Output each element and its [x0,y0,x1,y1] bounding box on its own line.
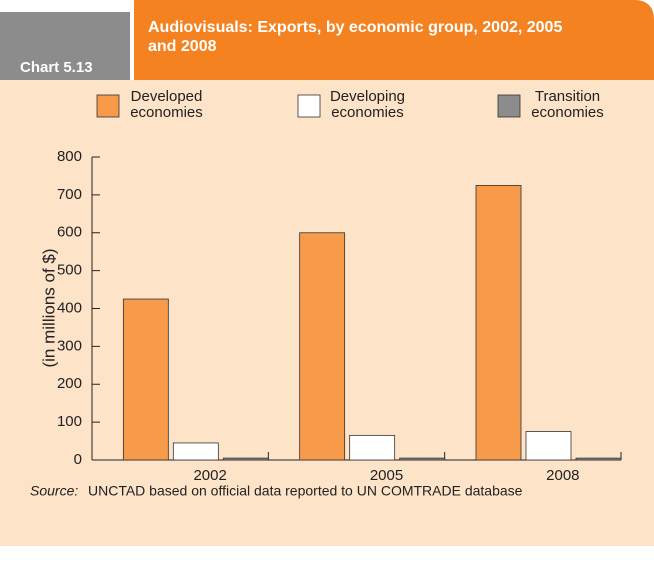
x-tick-label: 2002 [193,467,226,484]
bar [525,431,572,461]
x-tick-label: 2008 [546,467,579,484]
bar [222,457,269,461]
bar [172,442,219,461]
y-tick-label: 100 [57,413,82,430]
y-tick-label: 600 [57,224,82,241]
title-box [134,0,654,80]
y-axis-label: (in millions of $) [39,248,58,367]
bar [575,457,622,461]
legend-label: Developing economies [329,88,406,121]
bar [299,232,346,461]
y-tick-label: 800 [57,148,82,165]
legend-label: Developed economies [130,88,203,121]
legend-swatch [297,94,321,118]
chart-label: Chart 5.13 [20,59,93,76]
y-tick-label: 200 [57,375,82,392]
legend-swatch [497,94,521,118]
bar [349,434,396,461]
y-tick-label: 0 [74,451,82,468]
y-tick-label: 300 [57,337,82,354]
y-tick-label: 700 [57,186,82,203]
bar [399,457,446,461]
y-tick-label: 500 [57,262,82,279]
legend-swatch [96,94,120,118]
y-tick-label: 400 [57,299,82,316]
bar [475,185,522,461]
legend-label: Transition economies [531,88,604,121]
source: UNCTAD based on official data reported t… [88,483,523,499]
chart-title: Audiovisuals: Exports, by economic group… [148,19,563,55]
source-label: Source: [30,483,78,499]
bar [122,298,169,461]
x-tick-label: 2005 [370,467,403,484]
label-tab [0,12,130,80]
